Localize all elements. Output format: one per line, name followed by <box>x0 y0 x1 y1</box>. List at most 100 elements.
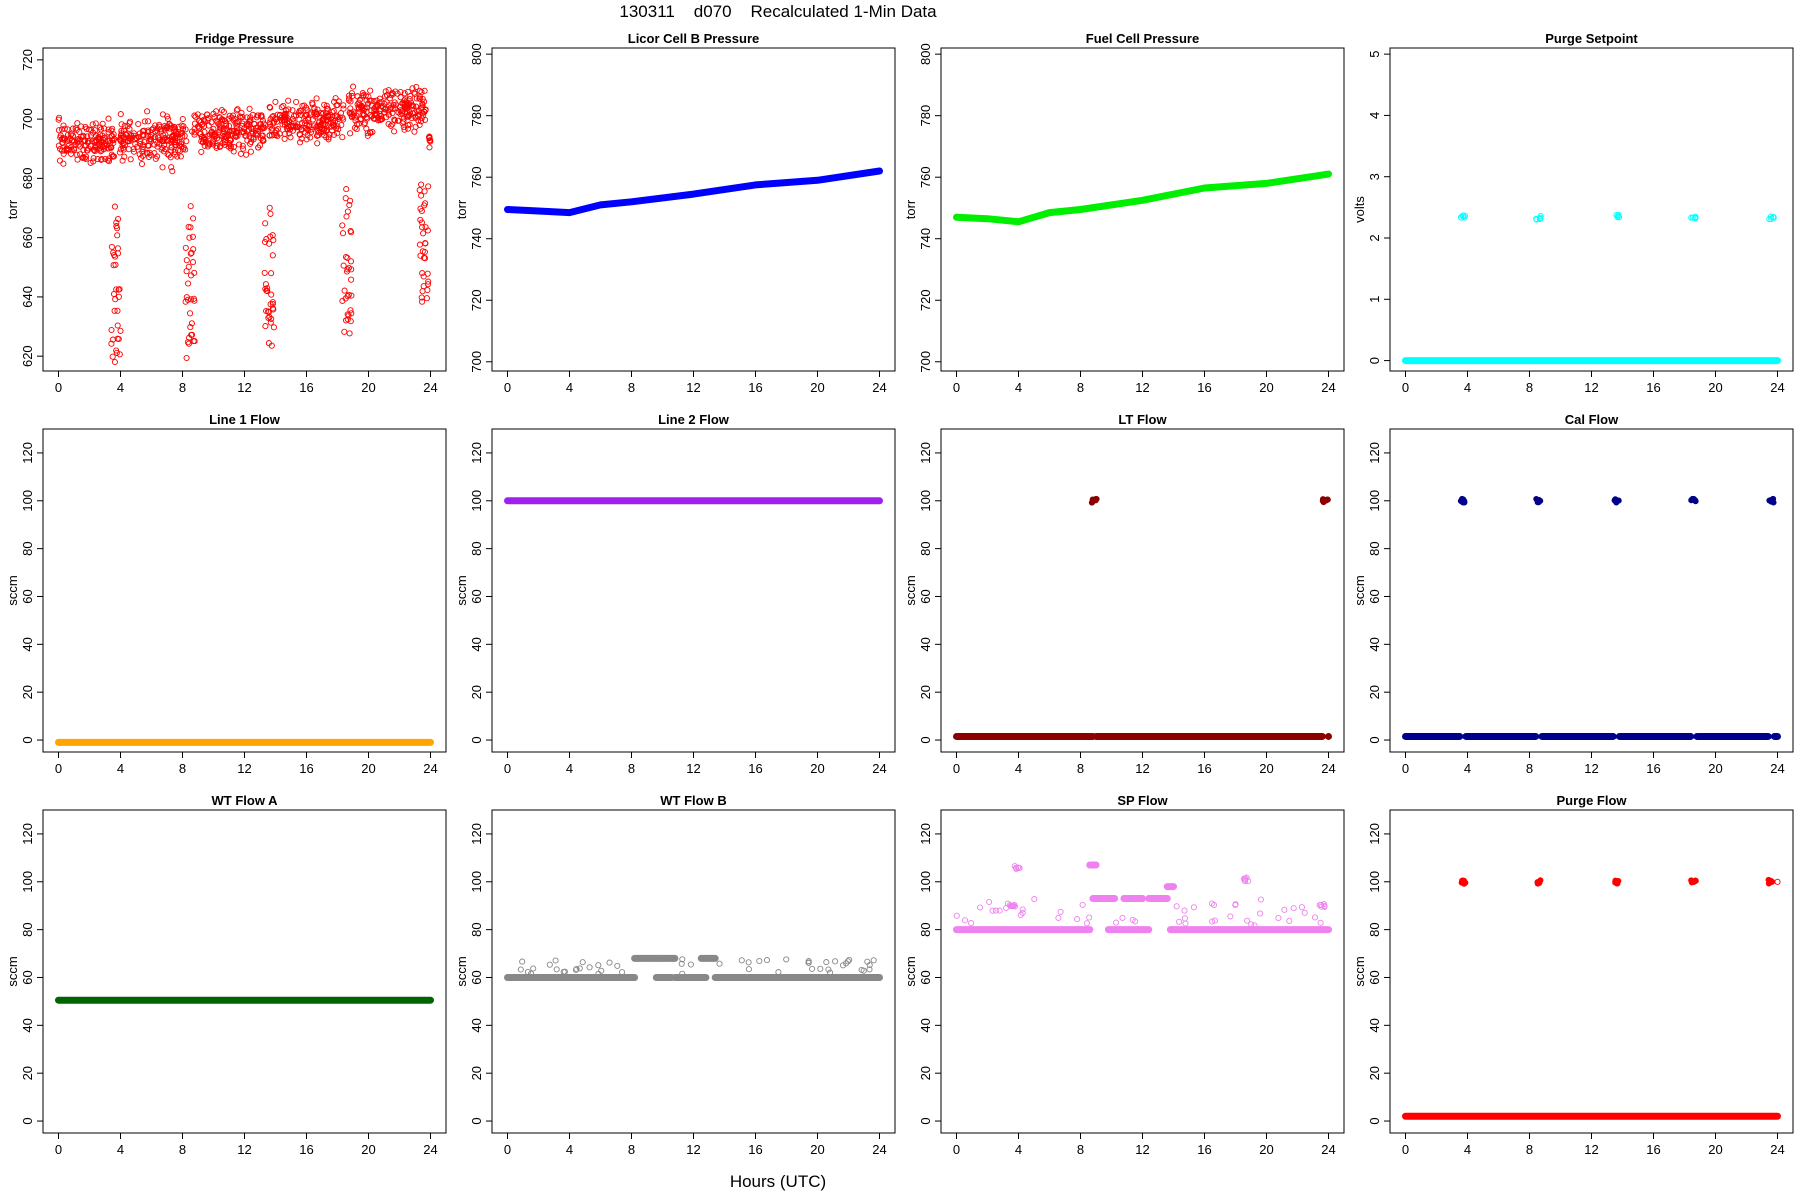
x-tick-label: 8 <box>1077 380 1084 395</box>
y-axis-label: sccm <box>5 956 20 986</box>
data-point <box>366 129 373 136</box>
data-point <box>598 967 605 974</box>
data-point <box>187 324 194 331</box>
data-point <box>298 125 305 133</box>
y-tick-label: 5 <box>1367 51 1382 58</box>
x-tick-label: 4 <box>117 1142 124 1157</box>
data-point <box>262 220 269 227</box>
data-point <box>115 335 122 343</box>
y-tick-label: 620 <box>20 345 35 367</box>
panel-title: Licor Cell B Pressure <box>628 31 760 46</box>
data-point <box>110 153 118 160</box>
data-point <box>343 213 350 220</box>
data-point <box>401 90 408 97</box>
data-point <box>223 132 230 140</box>
x-tick-label: 20 <box>361 1142 375 1157</box>
plot-frame <box>940 47 1345 372</box>
data-point <box>330 107 337 115</box>
data-point <box>1210 901 1218 909</box>
data-point <box>89 138 96 145</box>
data-point <box>60 122 67 129</box>
data-point <box>313 125 320 132</box>
data-point <box>1181 915 1188 922</box>
data-point <box>132 134 140 141</box>
y-axis-label: volts <box>1352 196 1367 223</box>
data-series <box>953 495 1332 740</box>
data-point <box>381 100 388 107</box>
cluster-point <box>1460 877 1468 884</box>
y-tick-label: 60 <box>918 589 933 603</box>
data-point <box>114 232 121 239</box>
cluster-point <box>1461 214 1468 221</box>
x-tick-label: 0 <box>55 761 62 776</box>
data-point <box>247 148 254 155</box>
data-point <box>1190 904 1197 911</box>
data-point <box>109 125 116 132</box>
data-point <box>82 142 90 149</box>
data-point <box>179 125 187 133</box>
data-point <box>233 119 240 126</box>
y-tick-label: 680 <box>20 168 35 190</box>
x-tick-label: 4 <box>1015 761 1022 776</box>
chart-panel-9: WT Flow A sccm 0 4 8 12 16 20 24 0 20 40 60 80 100 120 <box>5 793 447 1157</box>
data-point <box>63 146 70 153</box>
data-point <box>335 115 342 122</box>
data-point <box>425 278 432 285</box>
y-tick-label: 40 <box>918 637 933 651</box>
y-tick-label: 760 <box>918 166 933 188</box>
data-point <box>138 154 145 161</box>
data-point <box>194 123 201 130</box>
data-point <box>92 143 99 150</box>
data-point <box>237 114 244 121</box>
x-tick-label: 20 <box>361 380 375 395</box>
data-point <box>297 107 305 114</box>
data-point <box>168 147 175 154</box>
data-point <box>57 134 64 141</box>
data-point <box>324 105 331 113</box>
data-point <box>377 117 384 124</box>
y-tick-label: 20 <box>469 1066 484 1080</box>
x-tick-label: 8 <box>1077 1142 1084 1157</box>
data-point <box>145 118 152 125</box>
data-point <box>1074 916 1081 923</box>
data-point <box>108 340 115 347</box>
data-point <box>404 88 411 95</box>
data-point <box>320 126 327 133</box>
data-point <box>805 959 812 966</box>
data-point <box>181 132 188 139</box>
data-point <box>775 969 782 976</box>
y-tick-label: 800 <box>469 43 484 65</box>
data-point <box>524 968 531 975</box>
data-point <box>763 957 771 964</box>
data-point <box>357 116 364 123</box>
data-point <box>348 266 355 273</box>
data-point <box>287 134 294 141</box>
data-point <box>196 125 203 132</box>
data-point <box>260 120 267 127</box>
data-point <box>325 136 332 143</box>
data-point <box>386 105 393 112</box>
data-point <box>74 156 81 163</box>
data-point <box>183 257 190 264</box>
data-point <box>342 295 349 302</box>
cluster-point <box>1692 497 1699 504</box>
data-point <box>572 966 580 973</box>
y-tick-label: 0 <box>918 1117 933 1124</box>
cluster-point <box>1768 216 1775 223</box>
data-point <box>346 201 353 209</box>
x-tick-label: 0 <box>953 1142 960 1157</box>
cluster-point <box>1533 495 1540 503</box>
data-point <box>1055 914 1062 921</box>
data-point <box>156 137 163 144</box>
data-point <box>614 962 621 969</box>
plot-frame <box>491 809 896 1134</box>
data-point <box>341 328 348 335</box>
data-point <box>168 139 175 146</box>
panel-title: Fuel Cell Pressure <box>1086 31 1199 46</box>
y-tick-label: 40 <box>1367 637 1382 651</box>
data-point <box>977 904 984 911</box>
data-point <box>395 117 402 124</box>
data-point <box>263 307 270 315</box>
x-tick-label: 8 <box>1526 380 1533 395</box>
